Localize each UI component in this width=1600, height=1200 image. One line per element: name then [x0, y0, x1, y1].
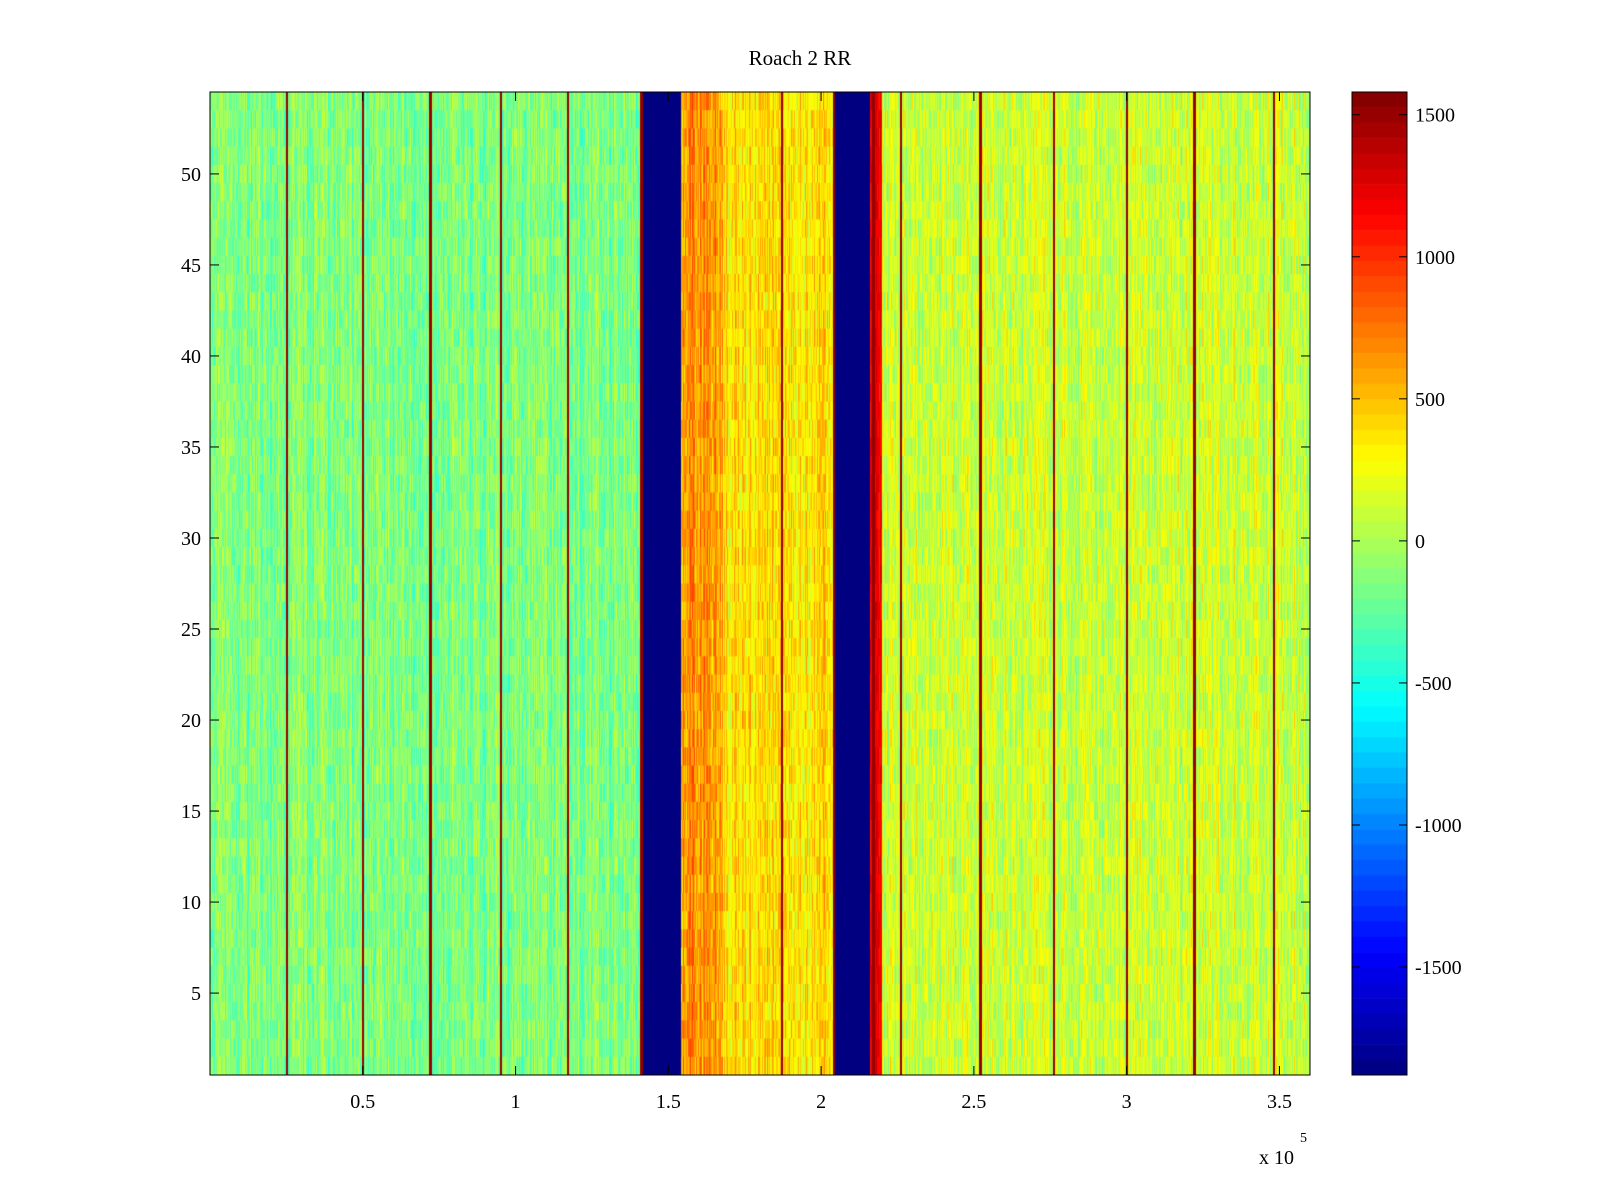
x-tick-label: 3.5	[1267, 1091, 1292, 1113]
colorbar-image	[1352, 92, 1407, 1075]
colorbar-tick-6: -1500	[1352, 957, 1462, 979]
y-tick-3: 20	[181, 710, 1310, 732]
y-tick-label: 5	[191, 983, 201, 1005]
y-tick-5: 30	[181, 528, 1310, 550]
y-axis-ticks: 5 10 15 20 25 30 35 40 45 50	[181, 164, 1310, 1005]
colorbar-tick-label: 0	[1415, 531, 1425, 553]
colorbar-tick-0: 1500	[1352, 105, 1455, 127]
y-tick-label: 25	[181, 619, 201, 641]
colorbar-tick-label: 500	[1415, 389, 1445, 411]
y-tick-label: 45	[181, 255, 201, 277]
x-tick-2: 1.5	[656, 92, 681, 1113]
x-tick-label: 2	[816, 1091, 826, 1113]
x-axis-ticks: 0.5 1 1.5 2 2.5 3 3.5	[350, 92, 1292, 1113]
y-tick-7: 40	[181, 346, 1310, 368]
colorbar-tick-label: -500	[1415, 673, 1452, 695]
y-tick-label: 40	[181, 346, 201, 368]
x-tick-label: 1	[511, 1091, 521, 1113]
x-tick-6: 3.5	[1267, 92, 1292, 1113]
x-tick-label: 1.5	[656, 1091, 681, 1113]
y-tick-label: 20	[181, 710, 201, 732]
y-tick-8: 45	[181, 255, 1310, 277]
colorbar-tick-1: 1000	[1352, 247, 1455, 269]
colorbar-ticks: 1500 1000 500 0 -500 -1000 -1500	[1352, 105, 1462, 979]
x-tick-label: 3	[1122, 1091, 1132, 1113]
colorbar-tick-label: 1500	[1415, 105, 1455, 127]
y-tick-4: 25	[181, 619, 1310, 641]
x-tick-label: 2.5	[961, 1091, 986, 1113]
colorbar-tick-label: -1500	[1415, 957, 1462, 979]
colorbar-tick-5: -1000	[1352, 815, 1462, 837]
y-tick-0: 5	[191, 983, 1310, 1005]
y-tick-label: 50	[181, 164, 201, 186]
y-tick-label: 15	[181, 801, 201, 823]
chart-title: Roach 2 RR	[748, 46, 852, 70]
colorbar-tick-2: 500	[1352, 389, 1445, 411]
x-multiplier-exponent: 5	[1300, 1131, 1307, 1146]
y-tick-label: 10	[181, 892, 201, 914]
colorbar-tick-3: 0	[1352, 531, 1425, 553]
colorbar-tick-label: 1000	[1415, 247, 1455, 269]
x-tick-3: 2	[816, 92, 826, 1113]
x-multiplier-label: x 10	[1259, 1147, 1294, 1169]
heatmap-image	[210, 92, 1310, 1075]
colorbar-tick-4: -500	[1352, 673, 1452, 695]
plot-frame	[209, 91, 1311, 1076]
colorbar-frame	[1351, 91, 1408, 1076]
y-tick-1: 10	[181, 892, 1310, 914]
y-tick-2: 15	[181, 801, 1310, 823]
y-tick-9: 50	[181, 164, 1310, 186]
y-tick-6: 35	[181, 437, 1310, 459]
x-tick-0: 0.5	[350, 92, 375, 1113]
colorbar-tick-label: -1000	[1415, 815, 1462, 837]
x-tick-1: 1	[511, 92, 521, 1113]
x-tick-label: 0.5	[350, 1091, 375, 1113]
y-tick-label: 35	[181, 437, 201, 459]
y-tick-label: 30	[181, 528, 201, 550]
x-tick-5: 3	[1122, 92, 1132, 1113]
x-tick-4: 2.5	[961, 92, 986, 1113]
